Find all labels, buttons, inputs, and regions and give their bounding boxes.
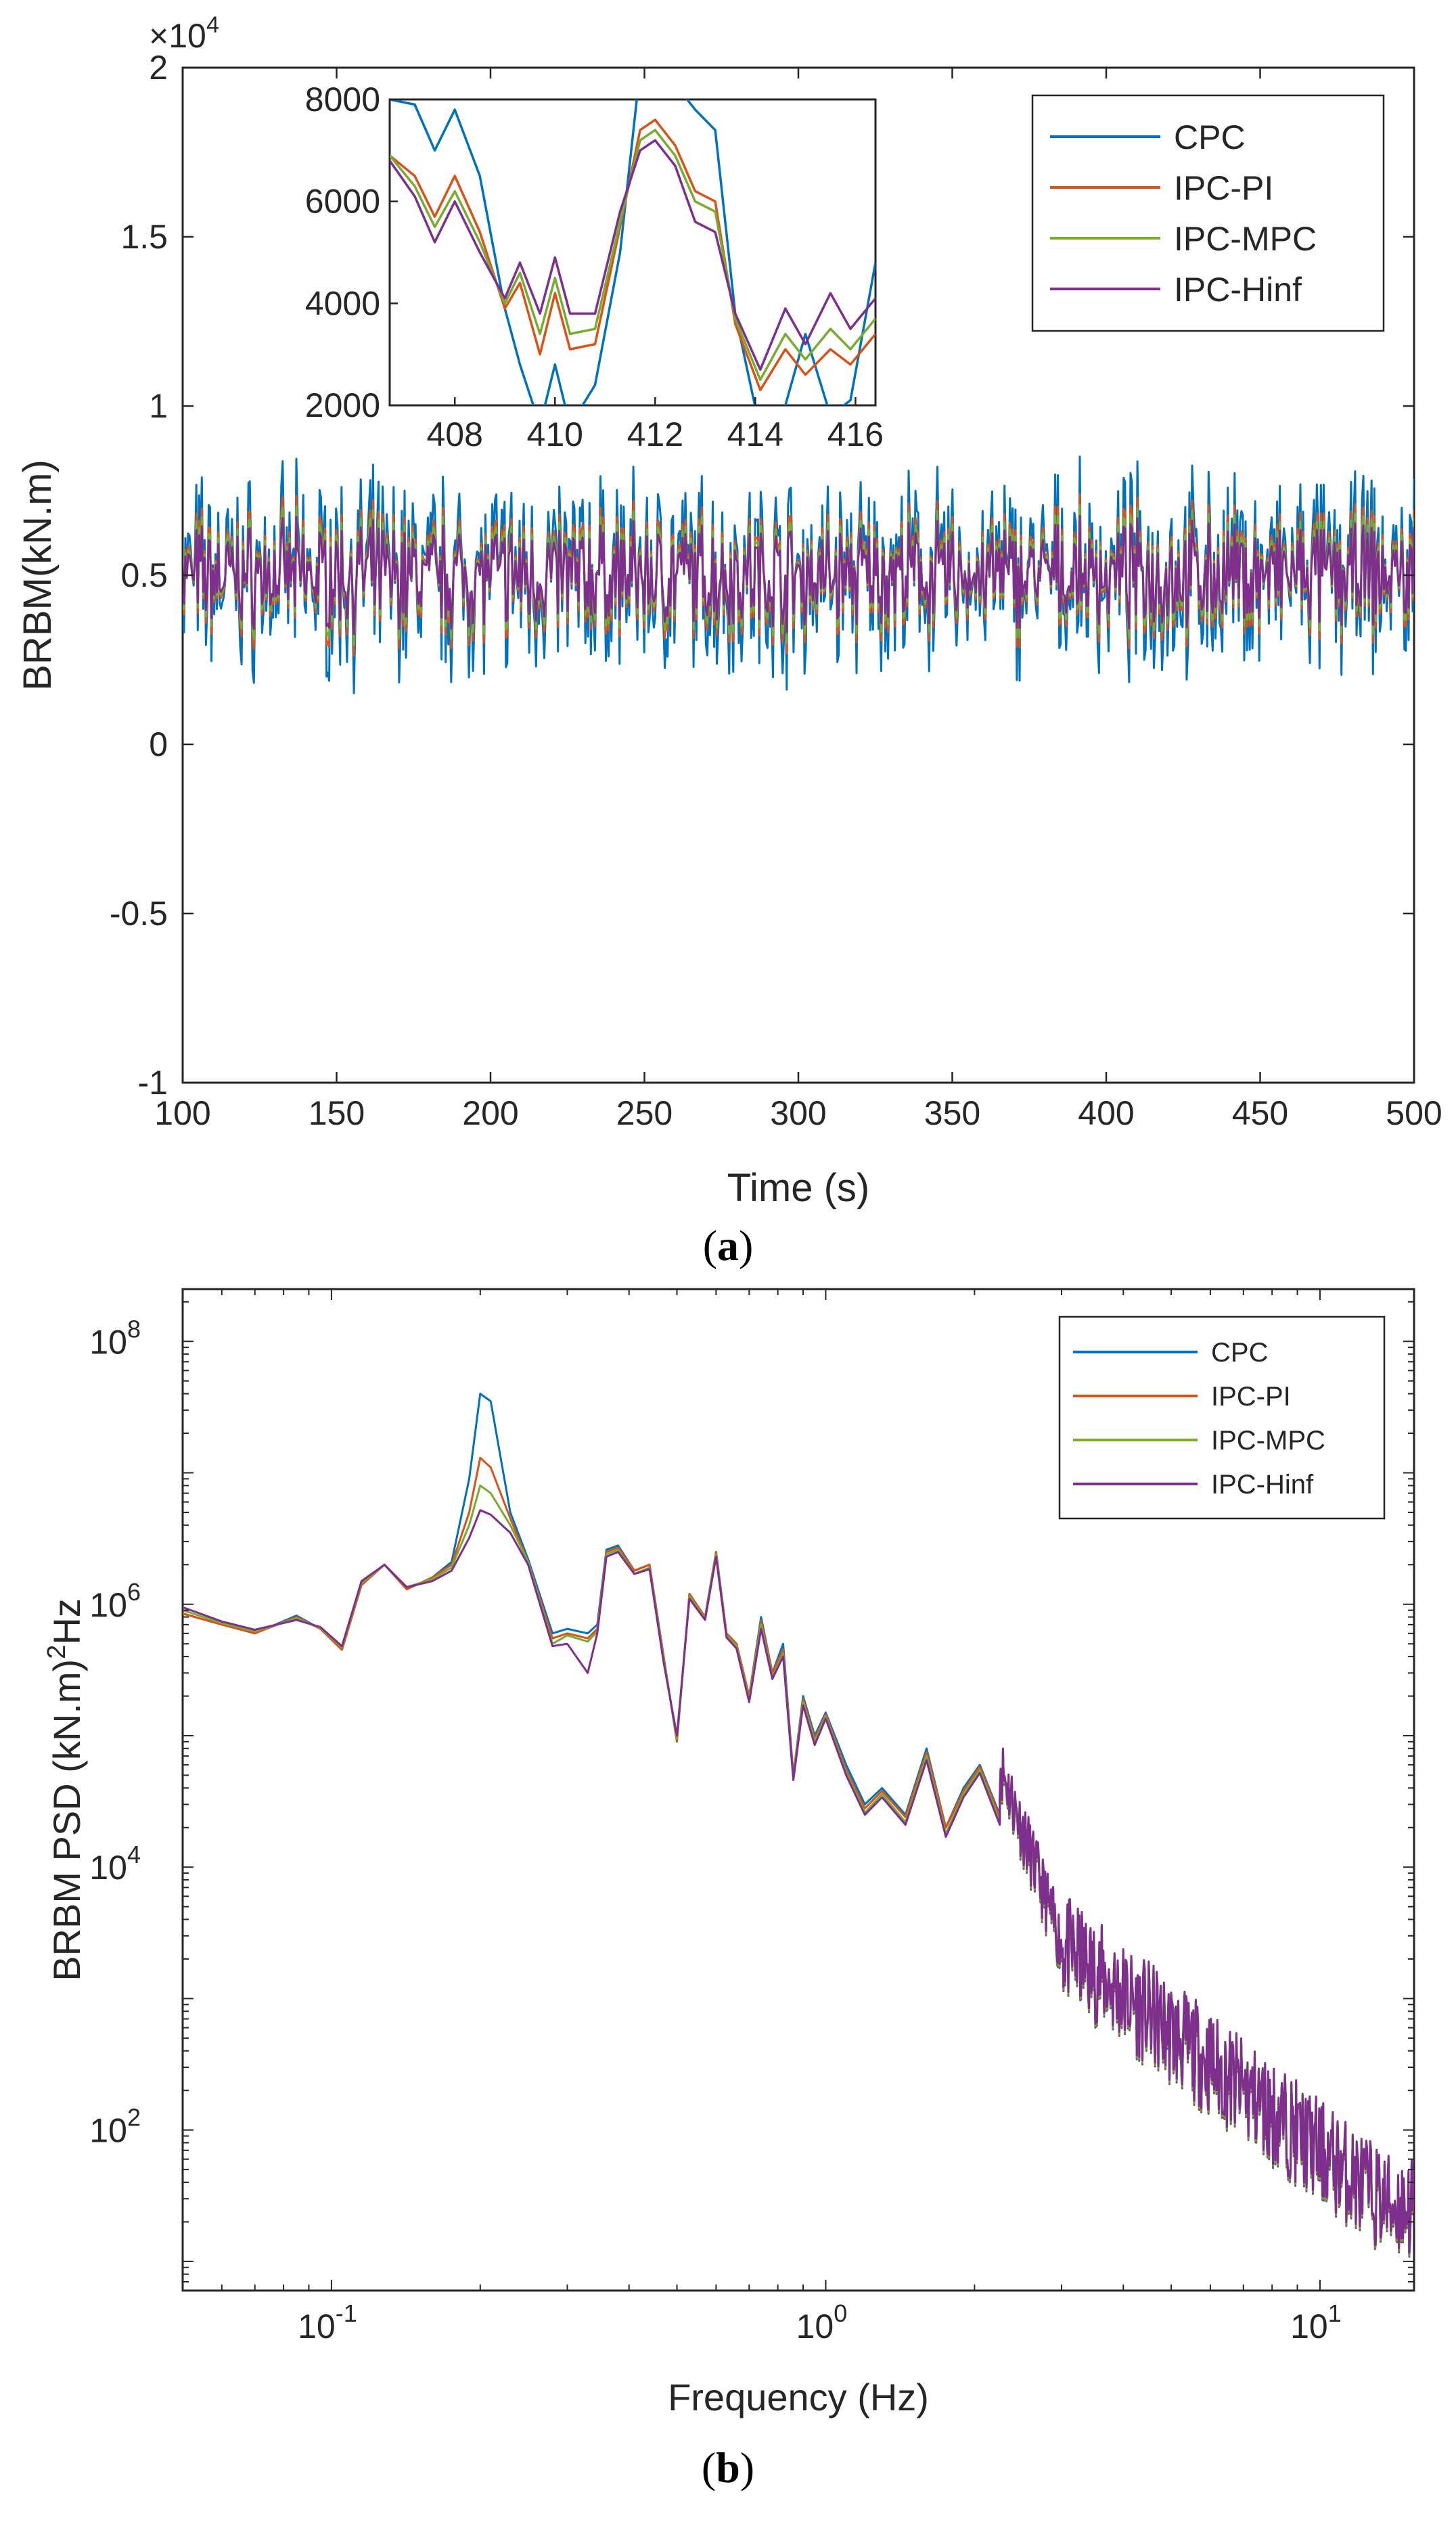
chart-b-x-tick-base: 10 [796,2307,834,2345]
chart-b-y-tick-base: 10 [89,1849,127,1887]
chart-a-inset-y-tick-label: 4000 [305,284,380,322]
chart-b-x-tick-exp: 0 [834,2299,847,2327]
chart-a-caption-open: ( [703,1221,717,1269]
chart-a-x-tick-label: 400 [1078,1094,1134,1132]
chart-a-inset-y-tick-label: 2000 [305,386,380,424]
chart-a-inset-y-tick-label: 8000 [305,81,380,118]
chart-a-caption: (a) [703,1221,754,1269]
chart-a-x-tick-label: 500 [1386,1094,1442,1132]
chart-a-y-label: BRBM(kN.m) [16,459,60,691]
chart-b-x-tick-base: 10 [298,2307,336,2345]
chart-b-x-tick-base: 10 [1290,2307,1328,2345]
chart-a-x-tick-label: 150 [309,1094,365,1132]
chart-b-y-tick-exp: 4 [127,1841,141,1868]
chart-a-x-tick-label: 350 [924,1094,980,1132]
chart-a-y-tick-label: 0 [149,725,168,763]
chart-b-x-tick-label: 101 [1290,2299,1342,2345]
chart-a-inset-x-ticks: 408 410 412 414 416 [427,397,884,453]
chart-b-caption-letter: b [716,2444,740,2492]
chart-a-x-label: Time (s) [727,1166,869,1210]
chart-b-x-label: Frequency (Hz) [668,2376,929,2418]
chart-b-series-group [183,1393,1414,2258]
chart-a: 100 150 200 250 300 350 400 450 500 -1-0.500.511… [16,12,1442,1269]
chart-b-legend: CPC IPC-PI IPC-MPC IPC-Hinf [1058,1315,1386,1520]
chart-a-inset-x-tick-label: 412 [627,415,683,453]
chart-b-caption: (b) [702,2444,754,2492]
chart-b-series-ipc-hinf [183,1509,1414,2254]
chart-a-y-tick-label: -0.5 [110,895,168,932]
chart-b-y-tick-label: 106 [89,1578,141,1624]
chart-a-exponent-base: ×10 [149,17,206,55]
chart-a-legend: CPC IPC-PI IPC-MPC IPC-Hinf [1031,94,1385,332]
chart-a-inset-series-ipc-hinf [390,139,875,371]
chart-a-inset: 408 410 412 414 416 2000 4000 6000 8000 [305,81,884,453]
chart-b-x-tick-exp: -1 [336,2299,357,2327]
chart-b-x-tick-label: 10-1 [298,2299,357,2345]
chart-a-x-tick-label: 450 [1232,1094,1288,1132]
chart-a-inset-y-tick-label: 6000 [305,183,380,221]
chart-b-y-tick-label: 102 [89,2104,141,2150]
chart-a-x-ticks: 100 150 200 250 300 350 400 450 500 [154,68,1442,1132]
chart-a-inset-y-ticks: 2000 4000 6000 8000 [305,81,398,424]
chart-a-y-tick-label: -1 [138,1064,168,1102]
chart-b-y-label-end: Hz [45,1598,88,1644]
chart-a-legend-label-cpc: CPC [1174,118,1246,156]
chart-a-y-tick-label: 1.5 [120,218,168,256]
chart-a-inset-x-tick-label: 414 [727,415,783,453]
chart-b-y-tick-label: 104 [89,1841,141,1887]
chart-a-legend-box [1031,94,1385,332]
chart-a-exponent-power: 4 [206,12,219,38]
chart-b-y-tick-base: 10 [89,2112,127,2150]
chart-b-y-tick-exp: 6 [127,1578,141,1606]
chart-a-x-tick-label: 200 [462,1094,518,1132]
chart-b-caption-close: ) [740,2444,754,2492]
chart-b-caption-open: ( [702,2444,716,2492]
chart-b-y-tick-base: 10 [89,1586,127,1624]
chart-b-y-label-sup: 2 [43,1645,71,1659]
chart-a-x-tick-label: 300 [770,1094,826,1132]
chart-b-y-tick-label: 108 [89,1315,141,1361]
chart-a-inset-x-tick-label: 408 [427,415,483,453]
chart-a-y-tick-label: 2 [149,49,168,87]
chart-b-x-tick-label: 100 [796,2299,848,2345]
chart-a-x-tick-label: 100 [154,1094,210,1132]
chart-b-y-label-main: BRBM PSD (kN.m) [45,1659,88,1981]
chart-a-inset-x-tick-label: 416 [827,415,884,453]
chart-a-inset-series-cpc [390,99,875,405]
chart-a-series-ipc-hinf [183,514,1414,635]
chart-a-y-ticks: -1 -0.5 0 0.5 1 1.5 2 [110,49,1414,1102]
chart-b-legend-label-ipc-hinf: IPC-Hinf [1211,1470,1314,1500]
chart-a-inset-x-tick-label: 410 [527,415,583,453]
chart-a-caption-letter: a [717,1221,739,1269]
chart-b-y-tick-exp: 8 [127,1315,141,1343]
chart-a-x-tick-label: 250 [616,1094,673,1132]
chart-a-caption-close: ) [739,1221,753,1269]
chart-a-legend-label-ipc-hinf: IPC-Hinf [1174,271,1302,309]
chart-b-legend-label-cpc: CPC [1211,1338,1268,1368]
chart-b-y-tick-base: 10 [89,1323,127,1361]
chart-a-inset-series-group [390,99,875,405]
chart-b-x-ticks: 10-1 100 101 [182,1289,1342,2345]
chart-a-legend-label-ipc-mpc: IPC-MPC [1174,220,1317,258]
chart-a-series-group [183,455,1414,694]
chart-a-y-tick-label: 0.5 [120,556,168,594]
chart-b-legend-label-ipc-pi: IPC-PI [1211,1382,1291,1412]
chart-b-x-tick-exp: 1 [1328,2299,1342,2327]
chart-a-legend-label-ipc-pi: IPC-PI [1174,169,1273,207]
chart-b-y-tick-exp: 2 [127,2104,141,2132]
chart-b-legend-label-ipc-mpc: IPC-MPC [1211,1426,1325,1456]
chart-a-y-tick-label: 1 [149,387,168,425]
chart-b-y-label: BRBM PSD (kN.m)2Hz [43,1598,88,1981]
